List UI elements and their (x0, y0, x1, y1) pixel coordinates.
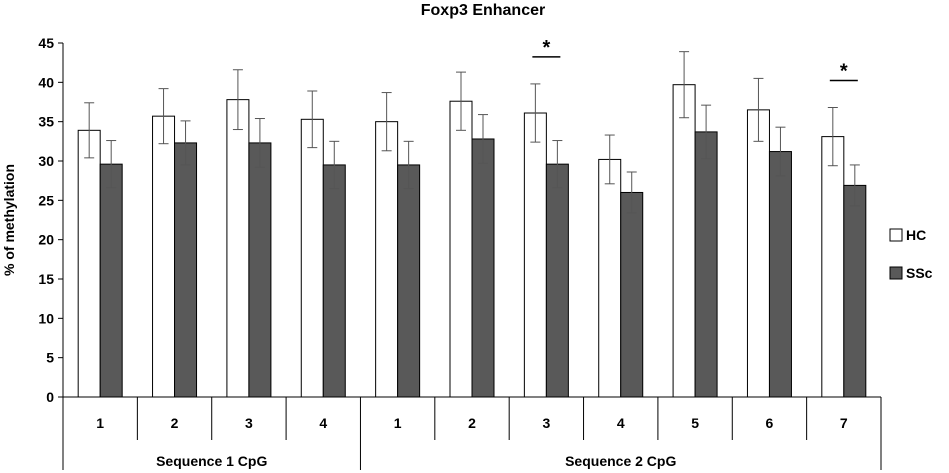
legend-swatch-hc (889, 228, 903, 242)
group-label: Sequence 1 CpG (156, 453, 267, 469)
y-tick-label: 35 (38, 114, 54, 130)
significance-star: * (542, 37, 550, 59)
significance-star: * (840, 61, 848, 83)
bar-ssc-2 (174, 142, 198, 398)
bar-ssc-4 (322, 164, 346, 398)
legend-swatch-ssc (889, 266, 903, 280)
category-label: 1 (394, 415, 402, 431)
bar-ssc-11 (843, 184, 867, 398)
y-axis: 0 5 10 15 20 25 30 35 40 45 (38, 35, 64, 405)
bar-hc-9 (672, 84, 696, 398)
bar-hc-3 (226, 99, 250, 398)
bar-ssc-5 (397, 164, 421, 398)
category-label: 3 (245, 415, 253, 431)
x-axis: 1 2 3 4 1 2 3 4 5 6 7 Sequence 1 CpG Sequence 2 CpG (62, 396, 882, 470)
bar-hc-2 (152, 115, 176, 398)
legend-label-hc: HC (906, 227, 926, 243)
legend-label-ssc: SSc (906, 265, 933, 281)
category-label: 6 (766, 415, 774, 431)
category-label: 4 (319, 415, 327, 431)
chart-title: Foxp3 Enhancer (421, 2, 545, 19)
bar-ssc-3 (248, 142, 272, 398)
bar-ssc-6 (471, 138, 495, 398)
y-tick-label: 30 (38, 153, 54, 169)
y-tick-label: 20 (38, 232, 54, 248)
category-label: 5 (691, 415, 699, 431)
bar-ssc-7 (545, 163, 569, 398)
category-label: 1 (96, 415, 104, 431)
y-tick-label: 25 (38, 192, 54, 208)
bar-hc-5 (375, 121, 399, 398)
group-label: Sequence 2 CpG (565, 453, 676, 469)
legend: HC SSc (889, 227, 933, 281)
category-label: 2 (468, 415, 476, 431)
bar-hc-4 (300, 118, 324, 398)
bar-hc-10 (746, 109, 770, 398)
y-tick-label: 0 (46, 389, 54, 405)
bar-ssc-8 (620, 191, 644, 398)
bar-hc-1 (77, 129, 101, 398)
significance-annotations: ** (532, 37, 858, 83)
category-label: 2 (171, 415, 179, 431)
bars (77, 51, 867, 398)
category-label: 7 (840, 415, 848, 431)
bar-ssc-1 (99, 163, 123, 398)
category-label: 3 (542, 415, 550, 431)
bar-hc-7 (523, 112, 547, 398)
bar-hc-11 (821, 136, 845, 398)
y-tick-label: 5 (46, 350, 54, 366)
bar-ssc-9 (694, 131, 718, 398)
y-axis-label: % of methylation (1, 164, 17, 276)
y-tick-label: 10 (38, 310, 54, 326)
y-tick-label: 40 (38, 74, 54, 90)
bar-ssc-10 (768, 151, 792, 398)
category-label: 4 (617, 415, 625, 431)
y-tick-label: 45 (38, 35, 54, 51)
bar-hc-6 (449, 100, 473, 398)
y-tick-label: 15 (38, 271, 54, 287)
bar-hc-8 (598, 158, 622, 398)
